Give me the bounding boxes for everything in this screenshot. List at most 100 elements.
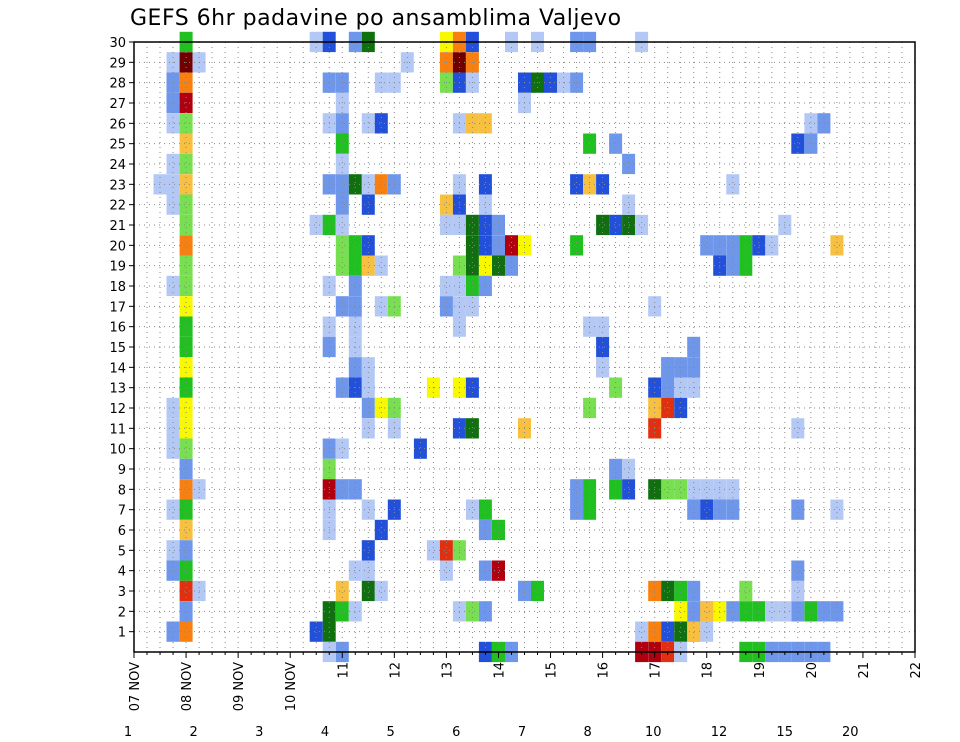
x-tick-label: 09 NOV bbox=[232, 662, 247, 711]
grid-lines bbox=[133, 41, 916, 652]
y-tick-label: 17 bbox=[109, 300, 126, 315]
precip-cell bbox=[361, 174, 375, 195]
precip-cell bbox=[726, 601, 740, 622]
precip-cell bbox=[687, 580, 701, 602]
precip-cell bbox=[348, 174, 362, 195]
precip-cell bbox=[478, 519, 492, 541]
precip-cell bbox=[348, 336, 362, 358]
precip-cell bbox=[179, 133, 193, 154]
precip-cell bbox=[179, 296, 193, 317]
precip-cell bbox=[335, 113, 349, 134]
precip-cell bbox=[570, 174, 584, 195]
precip-cell bbox=[661, 621, 675, 642]
precip-cell bbox=[439, 540, 453, 561]
colorbar-label: 3 bbox=[255, 725, 263, 740]
precip-cell bbox=[661, 580, 675, 602]
precip-cell bbox=[830, 235, 844, 256]
precip-cell bbox=[335, 296, 349, 317]
precip-cell bbox=[726, 235, 740, 256]
colorbar: 1 2 3 4 5 6 7 8 10 12 15 20 bbox=[124, 725, 859, 740]
precip-cell bbox=[166, 194, 180, 215]
precip-cell bbox=[374, 255, 388, 276]
precip-cell bbox=[478, 113, 492, 134]
precip-cell bbox=[166, 153, 180, 175]
precip-cell bbox=[179, 540, 193, 561]
precip-cell bbox=[361, 540, 375, 561]
precip-cell bbox=[674, 601, 688, 622]
precip-cell bbox=[505, 235, 518, 256]
precip-cell bbox=[739, 255, 753, 276]
colorbar-label: 5 bbox=[387, 725, 395, 740]
precip-cell bbox=[179, 479, 193, 500]
x-tick-label: 13 bbox=[440, 662, 455, 679]
precip-cell bbox=[361, 499, 375, 520]
x-tick-label: 11 bbox=[336, 662, 351, 679]
precip-cell bbox=[700, 499, 714, 520]
y-tick-label: 6 bbox=[118, 524, 126, 539]
precip-cell bbox=[179, 316, 193, 337]
precip-cell bbox=[335, 255, 349, 276]
precip-cell bbox=[478, 275, 492, 297]
x-tick-label: 22 bbox=[909, 662, 924, 679]
precip-cell bbox=[830, 499, 844, 520]
y-tick-label: 27 bbox=[109, 97, 126, 112]
precip-cell bbox=[596, 316, 610, 337]
precip-cell bbox=[687, 479, 701, 500]
precip-cell bbox=[609, 133, 623, 154]
x-tick-label: 14 bbox=[492, 662, 507, 679]
y-tick-label: 10 bbox=[109, 443, 126, 458]
precip-cell bbox=[791, 560, 805, 581]
precip-cell bbox=[335, 133, 349, 154]
precip-cell bbox=[465, 418, 479, 439]
y-axis-ticks: 1234567891011121314151617181920212223242… bbox=[109, 36, 134, 641]
colorbar-label: 15 bbox=[776, 725, 793, 740]
y-tick-label: 11 bbox=[109, 422, 126, 437]
precip-cell bbox=[609, 458, 623, 480]
y-tick-label: 9 bbox=[118, 463, 126, 478]
precip-cell bbox=[478, 560, 492, 581]
y-tick-label: 23 bbox=[109, 178, 126, 193]
precip-cell bbox=[335, 479, 349, 500]
precip-cell bbox=[791, 133, 805, 154]
precip-cell bbox=[674, 479, 688, 500]
precip-cell bbox=[596, 336, 610, 358]
precip-cell bbox=[348, 296, 362, 317]
x-tick-label: 19 bbox=[753, 662, 768, 679]
precip-cell bbox=[179, 560, 193, 581]
precip-cell bbox=[570, 235, 584, 256]
precip-cell bbox=[179, 621, 193, 642]
x-tick-label: 07 NOV bbox=[128, 662, 143, 711]
precip-cell bbox=[622, 194, 636, 215]
precip-cell bbox=[596, 174, 610, 195]
precip-cell bbox=[179, 499, 193, 520]
precip-cell bbox=[179, 255, 193, 276]
precip-cell bbox=[179, 519, 193, 541]
precip-cell bbox=[439, 560, 453, 581]
precip-cell bbox=[478, 601, 492, 622]
y-tick-label: 29 bbox=[109, 56, 126, 71]
precip-cell bbox=[478, 255, 492, 276]
precip-cell bbox=[531, 580, 544, 602]
precip-cell bbox=[687, 499, 701, 520]
precip-cell bbox=[179, 601, 193, 622]
precip-cell bbox=[700, 235, 714, 256]
precip-cell bbox=[361, 235, 375, 256]
precip-cell bbox=[166, 438, 180, 459]
precip-cell bbox=[179, 458, 193, 480]
precip-cell bbox=[361, 255, 375, 276]
precip-cell bbox=[791, 418, 805, 439]
precip-cell bbox=[361, 194, 375, 215]
precip-cell bbox=[700, 479, 714, 500]
colorbar-label: 10 bbox=[645, 725, 662, 740]
precip-cell bbox=[348, 316, 362, 337]
x-tick-label: 12 bbox=[388, 662, 403, 679]
precip-cell bbox=[374, 580, 388, 602]
precip-cell bbox=[817, 601, 831, 622]
y-tick-label: 25 bbox=[109, 138, 126, 153]
precip-cell bbox=[687, 601, 701, 622]
precip-cell bbox=[609, 214, 623, 236]
precip-cell bbox=[700, 601, 714, 622]
precip-cell bbox=[492, 560, 505, 581]
precip-cell bbox=[765, 235, 779, 256]
precip-cell bbox=[361, 113, 375, 134]
